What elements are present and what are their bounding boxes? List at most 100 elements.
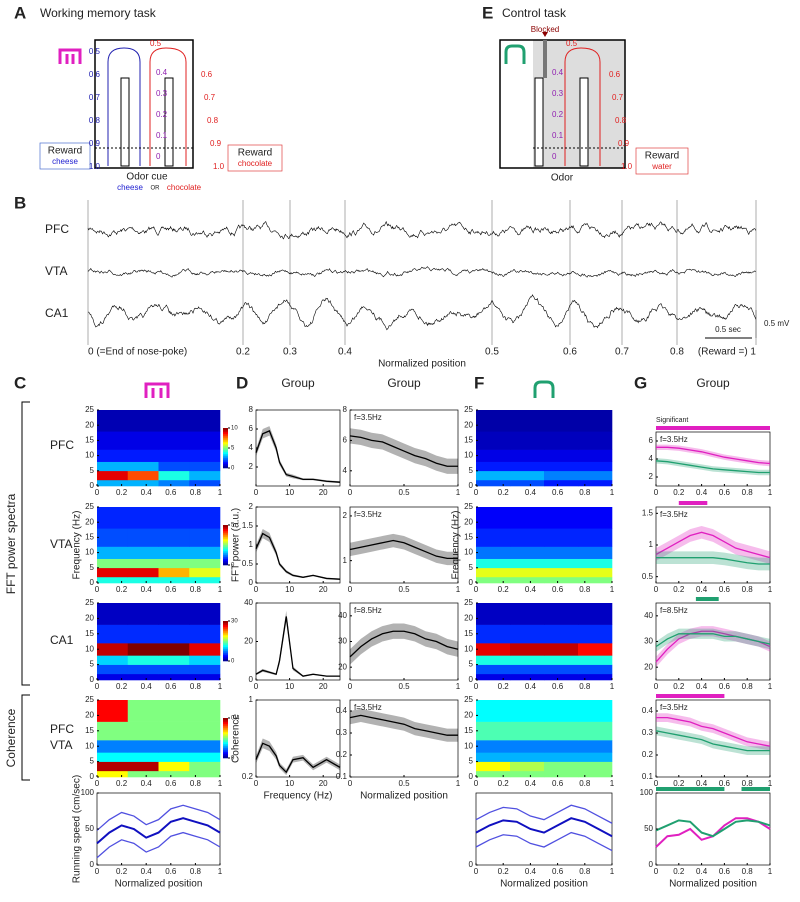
plot-frame bbox=[255, 506, 341, 584]
row-label: CA1 bbox=[50, 633, 74, 647]
colorbar-step bbox=[223, 462, 228, 465]
y-tick-label: 8 bbox=[343, 405, 348, 414]
y-tick-label: 100 bbox=[81, 788, 95, 797]
x-tick-label: 1 bbox=[610, 585, 615, 594]
colorbar-step bbox=[223, 756, 228, 759]
y-tick-label: 100 bbox=[640, 788, 654, 797]
colorbar-step bbox=[223, 440, 228, 443]
colorbar-tick-label: 0 bbox=[231, 563, 235, 569]
x-tick-label: 20 bbox=[319, 488, 328, 497]
series-line bbox=[349, 714, 458, 736]
heatmap-cell bbox=[510, 721, 545, 741]
annotation: f=3.5Hz bbox=[660, 435, 688, 444]
heatmap-cell bbox=[578, 643, 613, 656]
heatmap-cell bbox=[510, 700, 545, 722]
x-tick-label: 0.6 bbox=[165, 779, 177, 788]
series-line bbox=[349, 630, 459, 658]
x-tick-label: 0 bbox=[474, 488, 479, 497]
colorbar-step bbox=[223, 444, 228, 447]
control-icon bbox=[504, 44, 526, 64]
reward-label: Reward bbox=[645, 151, 679, 162]
heatmap-cell bbox=[158, 673, 190, 681]
colorbar-step bbox=[223, 549, 228, 552]
heatmap-cell bbox=[476, 567, 511, 578]
heatmap-cell bbox=[189, 507, 221, 529]
error-band bbox=[256, 738, 340, 776]
heatmap-cell bbox=[510, 576, 545, 584]
series-line bbox=[655, 460, 770, 474]
panel-title: Working memory task bbox=[40, 6, 157, 20]
y-axis-label: Running speed (cm/sec) bbox=[72, 775, 83, 883]
error-band bbox=[656, 526, 770, 564]
x-tick-label: 0.6 bbox=[719, 488, 731, 497]
y-tick-label: 2 bbox=[249, 502, 254, 511]
annotation: f=8.5Hz bbox=[660, 606, 688, 615]
heatmap-cell bbox=[158, 567, 190, 578]
y-tick-label: 50 bbox=[85, 824, 94, 833]
heatmap-cell bbox=[544, 761, 579, 772]
x-tick-label: 0 bbox=[254, 488, 259, 497]
y-tick-label: 6 bbox=[343, 436, 348, 445]
arm-path bbox=[564, 47, 601, 166]
colorbar-step bbox=[223, 545, 228, 548]
heatmap-cell bbox=[544, 655, 579, 665]
blocked-label: Blocked bbox=[531, 25, 559, 34]
x-tick-label: 0 bbox=[348, 682, 353, 691]
heatmap-cell bbox=[578, 576, 613, 584]
x-tick-label: 0.8 bbox=[579, 867, 591, 876]
heatmap-cell bbox=[189, 700, 221, 722]
position-tick-label: 0.7 bbox=[615, 347, 629, 358]
heatmap-cell bbox=[544, 576, 579, 584]
colorbar-step bbox=[223, 645, 228, 648]
colorbar-step bbox=[223, 541, 228, 544]
x-axis-label: Frequency (Hz) bbox=[264, 791, 333, 802]
heatmap-cell bbox=[189, 479, 221, 487]
heatmap-cell bbox=[97, 721, 129, 741]
x-tick-label: 0.4 bbox=[141, 779, 153, 788]
heatmap-cell bbox=[189, 655, 221, 665]
colorbar-step bbox=[223, 623, 228, 626]
y-tick-label: 0.1 bbox=[336, 772, 348, 781]
panel-letter: C bbox=[14, 373, 26, 392]
heatmap-cell bbox=[127, 761, 159, 772]
x-tick-label: 1 bbox=[218, 585, 223, 594]
heatmap-cell bbox=[510, 761, 545, 772]
heatmap-cell bbox=[158, 528, 190, 547]
x-tick-label: 0 bbox=[654, 488, 659, 497]
trace-label: PFC bbox=[45, 222, 69, 236]
row-label: PFC bbox=[50, 438, 74, 452]
error-band bbox=[656, 713, 770, 751]
x-tick-label: 0.2 bbox=[498, 682, 510, 691]
arm-tick-label: 0.6 bbox=[89, 70, 101, 79]
colorbar-step bbox=[223, 649, 228, 652]
heatmap-cell bbox=[544, 431, 579, 450]
colorbar-step bbox=[223, 559, 228, 562]
heatmap-cell bbox=[510, 528, 545, 547]
colorbar-step bbox=[223, 525, 228, 528]
x-tick-label: 0 bbox=[474, 779, 479, 788]
heatmap-cell bbox=[158, 643, 190, 656]
annotation: f=3.5Hz bbox=[660, 703, 688, 712]
plot-frame bbox=[349, 506, 459, 584]
x-tick-label: 0.2 bbox=[498, 779, 510, 788]
colorbar-tick-label: 5 bbox=[231, 523, 235, 529]
heatmap-cell bbox=[158, 546, 190, 559]
x-tick-label: 1 bbox=[218, 488, 223, 497]
panel-letter: F bbox=[474, 373, 484, 392]
error-band bbox=[350, 708, 458, 742]
heatmap-cell bbox=[189, 752, 221, 762]
colorbar-step bbox=[223, 527, 228, 530]
y-tick-label: 25 bbox=[85, 405, 94, 414]
maze-box bbox=[499, 39, 626, 169]
heatmap-cell bbox=[158, 655, 190, 665]
colorbar-step bbox=[223, 621, 228, 624]
heatmap-cell bbox=[476, 643, 511, 656]
annotation: f=8.5Hz bbox=[354, 606, 382, 615]
significance-label: Significant bbox=[656, 417, 688, 424]
y-tick-label: 0.4 bbox=[642, 706, 654, 715]
colorbar-step bbox=[223, 555, 228, 558]
x-tick-label: 0 bbox=[254, 682, 259, 691]
y-tick-label: 30 bbox=[338, 637, 347, 646]
maze-wall bbox=[120, 77, 130, 167]
error-band bbox=[656, 726, 770, 755]
